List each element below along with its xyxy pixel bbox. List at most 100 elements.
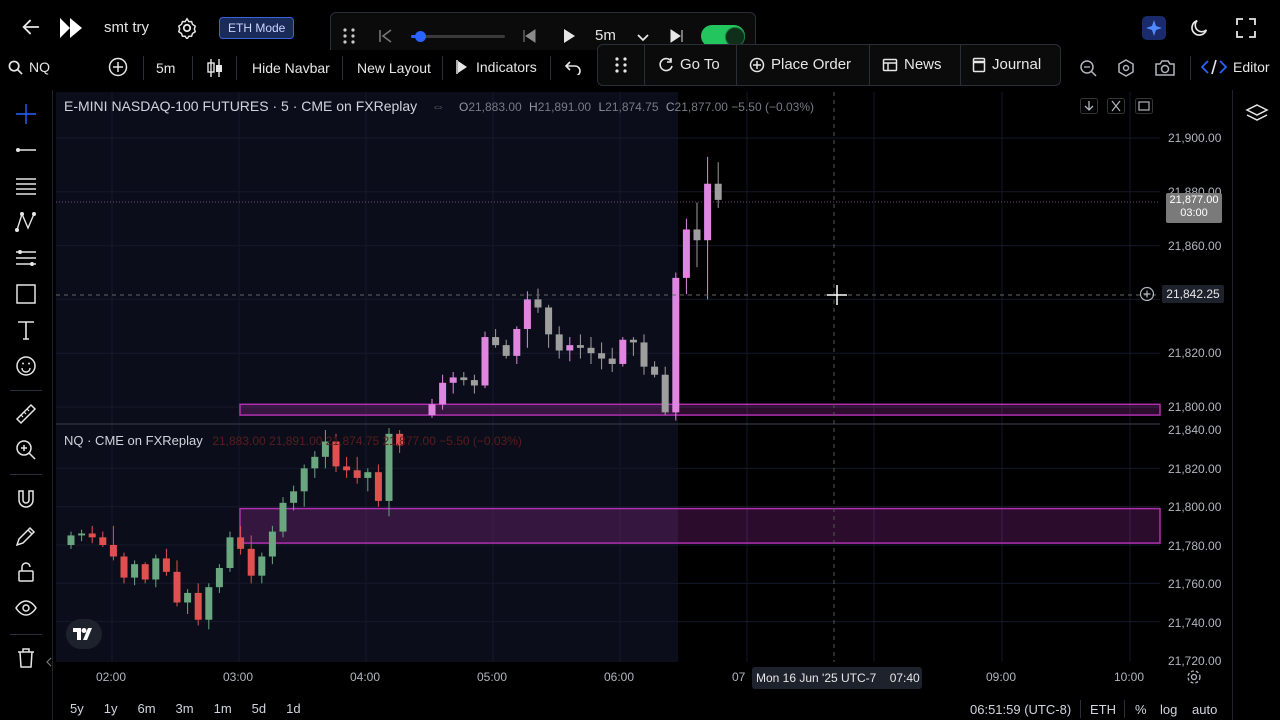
chart-area[interactable] bbox=[56, 92, 1230, 662]
candle-body bbox=[173, 571, 181, 603]
supply-demand-zone[interactable] bbox=[239, 507, 1161, 544]
news-icon bbox=[882, 58, 898, 71]
percent-scale-button[interactable]: % bbox=[1135, 702, 1147, 717]
magnet-icon[interactable] bbox=[12, 488, 40, 512]
candle-body bbox=[162, 558, 170, 572]
collapse-toolbar-icon[interactable] bbox=[46, 654, 52, 672]
range-button-1y[interactable]: 1y bbox=[103, 701, 118, 716]
indicators-button[interactable]: Indicators bbox=[456, 59, 537, 75]
dark-mode-moon-icon[interactable] bbox=[1188, 17, 1210, 44]
replay-progress-track[interactable] bbox=[411, 31, 505, 42]
ai-sparkle-icon[interactable] bbox=[1142, 16, 1166, 45]
pane2-title[interactable]: NQ · CME on FXReplay bbox=[64, 433, 203, 448]
workspace-name[interactable]: smt try bbox=[104, 19, 149, 36]
clock-label[interactable]: 06:51:59 (UTC-8) bbox=[970, 702, 1072, 717]
news-button[interactable]: News bbox=[882, 56, 942, 73]
fullscreen-icon[interactable] bbox=[1236, 18, 1256, 43]
candle-body bbox=[661, 374, 669, 413]
range-button-1m[interactable]: 1m bbox=[213, 701, 232, 716]
candle-body bbox=[545, 307, 553, 335]
layers-icon[interactable] bbox=[1245, 102, 1269, 131]
lock-icon[interactable] bbox=[12, 560, 40, 584]
add-symbol-icon[interactable] bbox=[108, 57, 128, 82]
forecast-tool-icon[interactable] bbox=[12, 246, 40, 270]
candle-body bbox=[131, 564, 139, 578]
eye-icon[interactable] bbox=[12, 596, 40, 620]
candle-body bbox=[258, 556, 266, 576]
alerts-icon[interactable] bbox=[1116, 58, 1136, 83]
replay-progress-knob[interactable] bbox=[415, 31, 427, 42]
tools-drag-handle-icon[interactable] bbox=[613, 56, 629, 79]
skip-start-icon[interactable] bbox=[377, 28, 393, 49]
auto-scale-button[interactable]: auto bbox=[1192, 702, 1218, 717]
candle-style-icon[interactable] bbox=[206, 58, 224, 83]
drag-handle-icon[interactable] bbox=[341, 27, 357, 50]
axis-settings-gear-icon[interactable] bbox=[1186, 669, 1202, 690]
back-arrow-icon[interactable] bbox=[20, 16, 42, 43]
log-scale-button[interactable]: log bbox=[1160, 702, 1178, 717]
zoom-in-icon[interactable] bbox=[12, 438, 40, 462]
code-icon bbox=[1201, 59, 1227, 75]
candle-body bbox=[109, 545, 117, 557]
place-order-button[interactable]: Place Order bbox=[749, 56, 851, 73]
pattern-tool-icon[interactable] bbox=[12, 210, 40, 234]
pane-maximize-icon[interactable] bbox=[1107, 98, 1125, 119]
supply-demand-zone[interactable] bbox=[239, 403, 1161, 416]
pane-settings-icon[interactable] bbox=[1135, 98, 1153, 119]
crosshair-tool-icon[interactable] bbox=[12, 102, 40, 126]
interval-button[interactable]: 5m bbox=[156, 60, 176, 76]
price-tick-label: 21,820.00 bbox=[1168, 462, 1222, 476]
range-button-3m[interactable]: 3m bbox=[175, 701, 194, 716]
journal-button[interactable]: Journal bbox=[972, 56, 1041, 73]
add-alert-plus-icon[interactable] bbox=[1138, 286, 1156, 307]
rectangle-tool-icon[interactable] bbox=[12, 282, 40, 306]
price-tick-label: 21,720.00 bbox=[1168, 654, 1222, 668]
camera-icon[interactable] bbox=[1154, 58, 1176, 83]
range-button-1d[interactable]: 1d bbox=[286, 701, 301, 716]
go-to-arrow-icon bbox=[659, 57, 673, 71]
pane-move-down-icon[interactable] bbox=[1080, 98, 1098, 119]
pane1-title[interactable]: E-MINI NASDAQ-100 FUTURES · 5 · CME on F… bbox=[64, 98, 418, 114]
indicators-icon bbox=[456, 60, 467, 74]
candle-body bbox=[481, 337, 489, 386]
range-button-6m[interactable]: 6m bbox=[137, 701, 156, 716]
step-forward-icon[interactable] bbox=[669, 28, 685, 49]
eth-mode-badge[interactable]: ETH Mode bbox=[219, 17, 295, 39]
tradingview-logo[interactable] bbox=[66, 619, 102, 649]
zoom-search-icon[interactable] bbox=[1078, 58, 1098, 83]
range-button-5d[interactable]: 5d bbox=[251, 701, 267, 716]
editor-button[interactable]: Editor bbox=[1201, 59, 1270, 75]
pencil-lock-icon[interactable] bbox=[12, 524, 40, 548]
trend-line-tool-icon[interactable] bbox=[12, 138, 40, 162]
fib-tool-icon[interactable] bbox=[12, 174, 40, 198]
trash-icon[interactable] bbox=[12, 646, 40, 670]
ruler-tool-icon[interactable] bbox=[12, 402, 40, 426]
play-icon[interactable] bbox=[561, 27, 577, 50]
candle-body bbox=[566, 345, 574, 351]
crosshair-price-label: 21,842.25 bbox=[1162, 285, 1224, 303]
settings-gear-icon[interactable] bbox=[176, 17, 198, 44]
new-layout-button[interactable]: New Layout bbox=[357, 60, 431, 76]
candle-body bbox=[141, 564, 149, 580]
grid-lines bbox=[56, 92, 1160, 662]
time-tick-label: 04:00 bbox=[350, 670, 381, 684]
drawing-toolbar bbox=[0, 90, 53, 720]
undo-icon[interactable] bbox=[564, 59, 582, 80]
candle-body bbox=[343, 466, 351, 471]
time-tick-label: 09:00 bbox=[986, 670, 1017, 684]
symbol-search[interactable]: NQ bbox=[8, 59, 50, 75]
candle-body bbox=[598, 353, 606, 359]
time-tick-label: 06:00 bbox=[604, 670, 635, 684]
candle-body bbox=[321, 441, 329, 457]
session-button[interactable]: ETH bbox=[1090, 702, 1116, 717]
go-to-button[interactable]: Go To bbox=[658, 56, 720, 73]
step-back-icon[interactable] bbox=[521, 28, 537, 49]
hide-navbar-button[interactable]: Hide Navbar bbox=[252, 60, 330, 76]
emoji-tool-icon[interactable] bbox=[12, 354, 40, 378]
range-button-5y[interactable]: 5y bbox=[70, 701, 84, 716]
candle-body bbox=[215, 568, 223, 588]
chevron-down-icon[interactable] bbox=[637, 30, 649, 48]
right-sidebar bbox=[1232, 90, 1280, 720]
replay-interval[interactable]: 5m bbox=[595, 27, 616, 44]
text-tool-icon[interactable] bbox=[12, 318, 40, 342]
